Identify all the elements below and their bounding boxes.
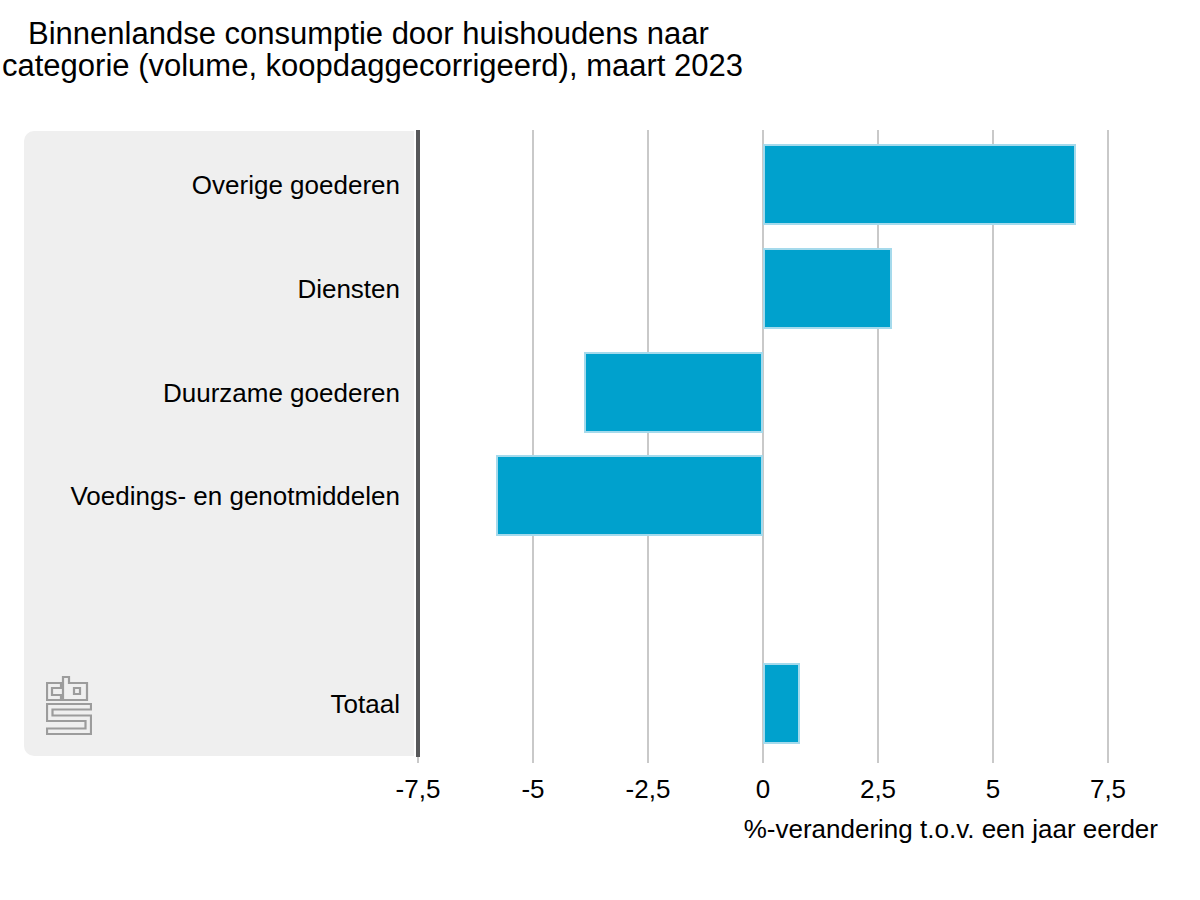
x-tick-label--7,5: -7,5 — [373, 774, 463, 805]
x-tick-label-0: 0 — [718, 774, 808, 805]
category-label-overige-goederen: Overige goederen — [0, 170, 400, 200]
x-tick-label-2,5: 2,5 — [833, 774, 923, 805]
chart-title-line-2: categorie (volume, koopdaggecorrigeerd),… — [2, 49, 743, 82]
y-axis-line — [416, 130, 420, 757]
bar-voedings-en-genotmiddelen — [496, 455, 763, 536]
category-label-totaal: Totaal — [0, 689, 400, 719]
gridline-7,5 — [1107, 130, 1109, 756]
gridline--5 — [532, 130, 534, 756]
x-tick-0 — [762, 756, 764, 763]
bar-diensten — [763, 248, 892, 329]
bar-overige-goederen — [763, 144, 1076, 225]
category-label-voedings-en-genotmiddelen: Voedings- en genotmiddelen — [0, 481, 400, 511]
category-panel — [24, 131, 414, 756]
x-tick-7,5 — [1107, 756, 1109, 763]
gridline--2,5 — [647, 130, 649, 756]
x-tick-label--2,5: -2,5 — [603, 774, 693, 805]
chart-title-line-1: Binnenlandse consumptie door huishoudens… — [28, 17, 709, 50]
x-tick-label--5: -5 — [488, 774, 578, 805]
x-tick--7,5 — [417, 756, 419, 763]
bar-duurzame-goederen — [584, 352, 763, 433]
x-tick-label-5: 5 — [948, 774, 1038, 805]
x-axis-title: %-verandering t.o.v. een jaar eerder — [744, 814, 1158, 845]
category-label-diensten: Diensten — [0, 274, 400, 304]
x-tick-label-7,5: 7,5 — [1063, 774, 1153, 805]
x-tick--5 — [532, 756, 534, 763]
x-tick-2,5 — [877, 756, 879, 763]
bar-totaal — [763, 663, 800, 744]
x-tick-5 — [992, 756, 994, 763]
category-label-duurzame-goederen: Duurzame goederen — [0, 378, 400, 408]
x-tick--2,5 — [647, 756, 649, 763]
chart-canvas: Binnenlandse consumptie door huishoudens… — [0, 0, 1200, 900]
